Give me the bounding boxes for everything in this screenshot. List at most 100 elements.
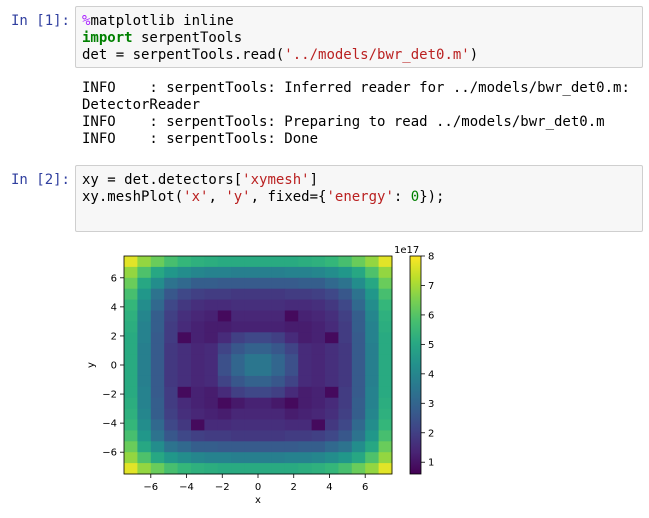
heatmap-cell bbox=[298, 365, 312, 377]
heatmap-cell bbox=[258, 256, 272, 268]
heatmap-cell bbox=[150, 397, 165, 409]
x-tick-label: 4 bbox=[326, 482, 332, 493]
heatmap-cell bbox=[124, 310, 138, 322]
heatmap-cell bbox=[325, 375, 339, 388]
heatmap-cell bbox=[204, 256, 219, 268]
heatmap-cell bbox=[244, 430, 259, 442]
heatmap-cell bbox=[298, 332, 312, 344]
heatmap-cell bbox=[191, 288, 205, 300]
heatmap-cell bbox=[244, 441, 259, 453]
heatmap-cell bbox=[244, 354, 259, 366]
heatmap-cell bbox=[284, 299, 299, 311]
heatmap-cell bbox=[258, 277, 272, 290]
heatmap-cell bbox=[244, 463, 259, 475]
heatmap-cell bbox=[311, 310, 326, 322]
heatmap-cell bbox=[177, 310, 192, 322]
code-token: xy = det.detectors[ bbox=[82, 172, 243, 188]
heatmap-cell bbox=[311, 397, 326, 409]
heatmap-cell bbox=[271, 299, 286, 311]
heatmap-cell bbox=[164, 441, 178, 453]
heatmap-cell bbox=[365, 321, 379, 333]
heatmap-cell bbox=[124, 321, 138, 333]
cell-1-code-editor[interactable]: %matplotlib inline import serpentTools det… bbox=[75, 6, 643, 68]
code-token: serpentTools bbox=[132, 30, 243, 46]
heatmap-cell bbox=[311, 463, 326, 475]
heatmap-cell bbox=[325, 266, 339, 279]
heatmap-cell bbox=[191, 441, 205, 453]
heatmap-cell bbox=[124, 375, 138, 388]
heatmap-cell bbox=[258, 321, 272, 333]
heatmap-cell bbox=[271, 365, 286, 377]
heatmap-cell bbox=[298, 310, 312, 322]
heatmap-cell bbox=[351, 452, 366, 464]
code-token: '../models/bwr_det0.m' bbox=[284, 47, 470, 63]
cell-2-code-editor[interactable]: xy = det.detectors['xymesh'] xy.meshPlot(… bbox=[75, 165, 643, 232]
heatmap-cell bbox=[258, 430, 272, 442]
heatmap-cell bbox=[124, 419, 138, 431]
heatmap-cell bbox=[177, 354, 192, 366]
heatmap-cell bbox=[311, 408, 326, 420]
y-tick-label: 2 bbox=[111, 331, 117, 342]
heatmap-cell bbox=[231, 386, 245, 399]
heatmap-cell bbox=[164, 397, 178, 409]
heatmap-cell bbox=[298, 430, 312, 442]
heatmap-cell bbox=[271, 441, 286, 453]
heatmap-cell bbox=[351, 419, 366, 431]
colorbar-tick-label: 5 bbox=[428, 340, 434, 351]
y-tick-label: −6 bbox=[102, 448, 117, 459]
output-line: INFO : serpentTools: Done bbox=[82, 131, 319, 147]
heatmap-cell bbox=[191, 266, 205, 279]
heatmap-cell bbox=[177, 408, 192, 420]
heatmap-cell bbox=[124, 256, 138, 268]
heatmap-cell bbox=[231, 299, 245, 311]
x-tick-label: −2 bbox=[215, 482, 230, 493]
code-token: % bbox=[82, 13, 91, 29]
colorbar-exponent-label: 1e17 bbox=[394, 245, 419, 256]
heatmap-cell bbox=[351, 321, 366, 333]
heatmap-cell bbox=[311, 375, 326, 388]
heatmap-cell bbox=[137, 419, 152, 431]
heatmap-cell bbox=[191, 452, 205, 464]
heatmap-cell bbox=[244, 343, 259, 355]
code-token: import bbox=[82, 30, 133, 46]
heatmap-cell bbox=[351, 288, 366, 300]
heatmap-cell bbox=[204, 419, 219, 431]
heatmap-cell bbox=[338, 430, 353, 442]
heatmap-cell bbox=[177, 463, 192, 475]
code-token: }); bbox=[419, 189, 445, 205]
heatmap-cell bbox=[217, 463, 232, 475]
heatmap-cell bbox=[351, 397, 366, 409]
heatmap-cell bbox=[365, 430, 379, 442]
heatmap-cell bbox=[351, 310, 366, 322]
heatmap-cell bbox=[298, 266, 312, 279]
heatmap-cell bbox=[378, 332, 393, 344]
heatmap-cell bbox=[338, 332, 353, 344]
heatmap-cell bbox=[351, 441, 366, 453]
heatmap-cell bbox=[258, 332, 272, 344]
heatmap-cell bbox=[244, 277, 259, 290]
heatmap-cell bbox=[231, 452, 245, 464]
heatmap-cell bbox=[217, 365, 232, 377]
code-line: xy = det.detectors['xymesh'] bbox=[82, 172, 636, 189]
heatmap-cell bbox=[217, 321, 232, 333]
heatmap-cell bbox=[365, 256, 379, 268]
heatmap-cell bbox=[217, 266, 232, 279]
heatmap-cell bbox=[258, 463, 272, 475]
heatmap-cell bbox=[311, 343, 326, 355]
heatmap-cell bbox=[298, 397, 312, 409]
heatmap-cell bbox=[177, 299, 192, 311]
heatmap-cell bbox=[325, 310, 339, 322]
heatmap-cell bbox=[271, 343, 286, 355]
heatmap-cell bbox=[325, 397, 339, 409]
heatmap-cell bbox=[365, 288, 379, 300]
heatmap-cell bbox=[311, 299, 326, 311]
heatmap-cell bbox=[378, 288, 393, 300]
heatmap-cell bbox=[124, 441, 138, 453]
heatmap-cell bbox=[338, 266, 353, 279]
heatmap-cell bbox=[284, 365, 299, 377]
heatmap-cell bbox=[311, 386, 326, 399]
heatmap-cell bbox=[271, 332, 286, 344]
code-token: det = serpentTools.read( bbox=[82, 47, 285, 63]
heatmap-cell bbox=[325, 430, 339, 442]
heatmap-cell bbox=[338, 288, 353, 300]
